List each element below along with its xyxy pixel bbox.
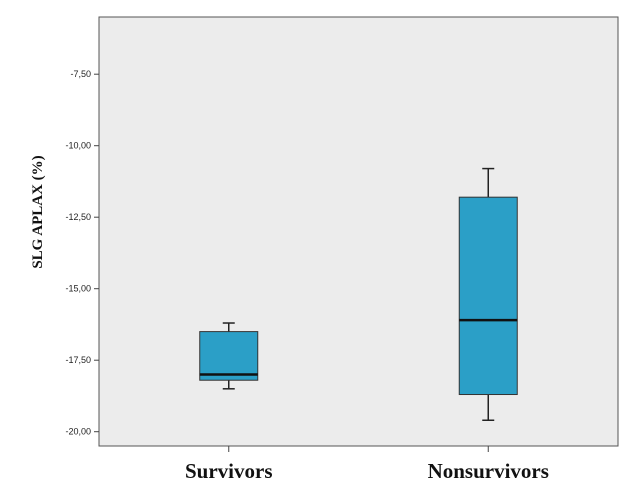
y-tick-label: -7,50 — [70, 69, 91, 79]
y-tick-label: -17,50 — [65, 355, 91, 365]
plot-area — [98, 16, 619, 447]
y-axis-title: SLG APLAX (%) — [30, 155, 46, 268]
boxes-group — [199, 167, 518, 422]
x-category-label: Survivors — [185, 459, 273, 483]
y-tick-label: -20,00 — [65, 427, 91, 437]
box-nonsurvivors — [458, 167, 518, 422]
x-category-label: Nonsurvivors — [428, 459, 549, 483]
box-survivors — [199, 322, 259, 390]
box-iqr — [458, 196, 518, 396]
y-tick-label: -15,00 — [65, 284, 91, 294]
y-tick-label: -10,00 — [65, 141, 91, 151]
y-axis: -7,50 -10,00 -12,50 -15,00 -17,50 -20,00 — [65, 69, 99, 437]
box-iqr — [199, 331, 259, 381]
y-tick-label: -12,50 — [65, 212, 91, 222]
x-axis: Survivors Nonsurvivors — [185, 446, 549, 483]
